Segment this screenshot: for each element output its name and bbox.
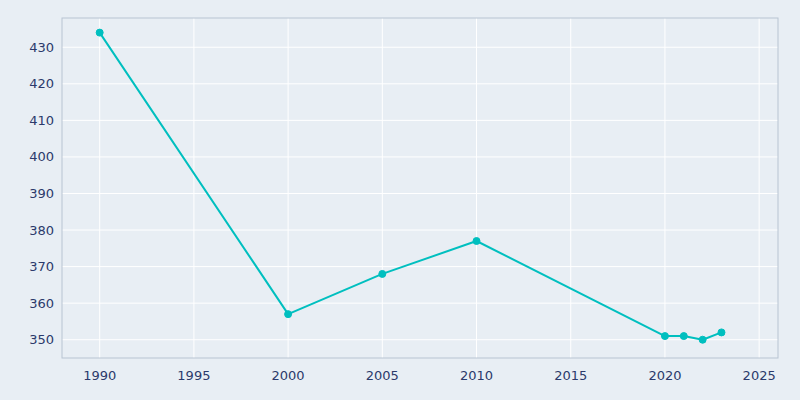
y-tick-label: 360	[29, 296, 54, 311]
y-tick-label: 400	[29, 149, 54, 164]
y-tick-label: 410	[29, 113, 54, 128]
x-grid-line	[193, 18, 194, 358]
x-tick-label: 2025	[743, 368, 776, 383]
y-tick-label: 430	[29, 40, 54, 55]
point	[96, 29, 103, 36]
x-grid-line	[570, 18, 571, 358]
x-tick-label: 2020	[648, 368, 681, 383]
grid	[62, 18, 778, 358]
x-tick-label: 2015	[554, 368, 587, 383]
point	[661, 333, 668, 340]
x-tick-label: 2005	[366, 368, 399, 383]
x-grid-line	[382, 18, 383, 358]
point	[379, 270, 386, 277]
y-grid-line	[62, 193, 778, 194]
x-tick-label: 2000	[272, 368, 305, 383]
y-tick-label: 390	[29, 186, 54, 201]
x-grid-line	[759, 18, 760, 358]
series	[96, 29, 725, 343]
point	[473, 238, 480, 245]
chart: 1990 1995 2000 2005 2010 2015 2020 2025 350 360 37…	[0, 0, 800, 400]
y-grid-line	[62, 120, 778, 121]
x-tick-label: 2010	[460, 368, 493, 383]
y-tick-label: 370	[29, 259, 54, 274]
x-tick-label: 1990	[83, 368, 116, 383]
x-tick-label: 1995	[177, 368, 210, 383]
y-grid-line	[62, 266, 778, 267]
plot-frame	[62, 18, 778, 358]
x-grid-line	[99, 18, 100, 358]
x-grid-line	[476, 18, 477, 358]
plot-background	[62, 18, 778, 358]
y-grid-line	[62, 47, 778, 48]
y-tick-label: 350	[29, 332, 54, 347]
point	[699, 336, 706, 343]
x-grid-line	[664, 18, 665, 358]
chart-container: 1990 1995 2000 2005 2010 2015 2020 2025 350 360 37…	[0, 0, 800, 400]
y-grid-line	[62, 230, 778, 231]
line	[100, 33, 722, 340]
y-tick-label: 380	[29, 223, 54, 238]
y-grid-line	[62, 83, 778, 84]
tick-labels: 1990 1995 2000 2005 2010 2015 2020 2025 350 360 37…	[29, 40, 776, 383]
y-tick-label: 420	[29, 76, 54, 91]
y-grid-line	[62, 339, 778, 340]
y-grid-line	[62, 303, 778, 304]
point	[680, 333, 687, 340]
y-grid-line	[62, 156, 778, 157]
point	[285, 311, 292, 318]
point	[718, 329, 725, 336]
x-grid-line	[288, 18, 289, 358]
